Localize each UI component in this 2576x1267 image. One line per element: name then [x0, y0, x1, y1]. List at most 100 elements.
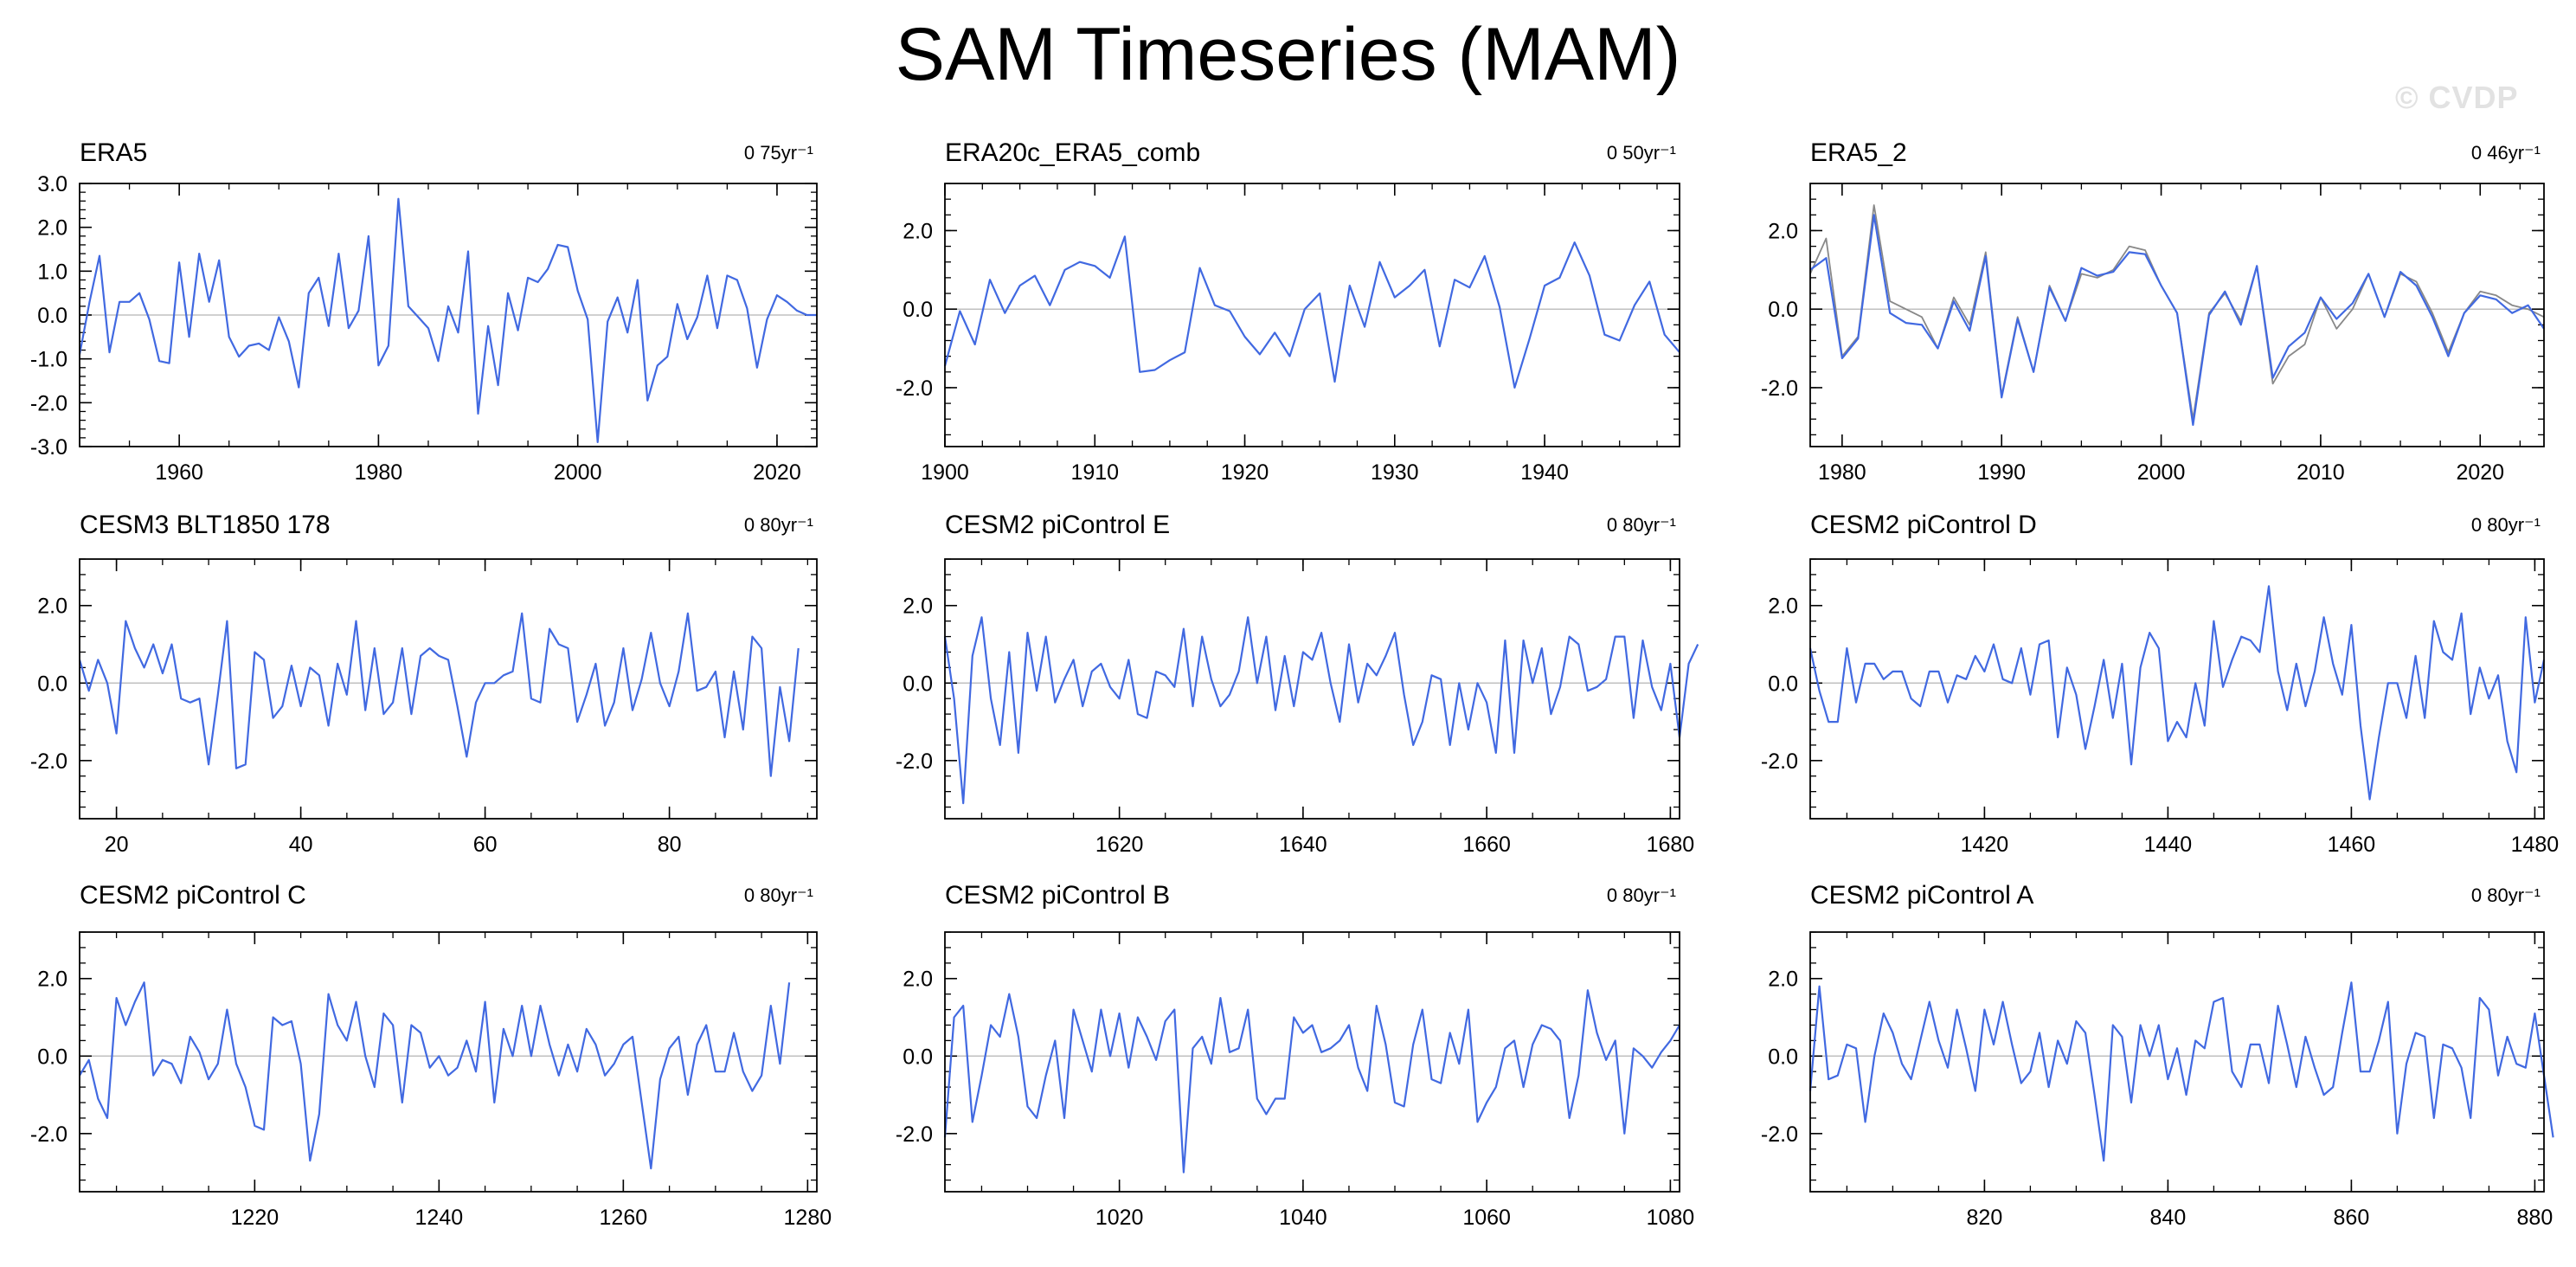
series-line-1: [1808, 585, 2546, 801]
cvdp-watermark: © CVDP: [2395, 80, 2519, 115]
panel-title: CESM2 piControl C: [80, 881, 306, 910]
series-line-1: [78, 197, 817, 443]
x-tick-label: 2010: [2297, 460, 2345, 485]
panel-3: 1980 1990 2000 2010 2020 -2.0 0.0 2.0 ERA5_2 0 46…: [1761, 138, 2545, 485]
y-tick-label: 2.0: [903, 968, 933, 992]
y-tick-label: 0.0: [37, 672, 67, 696]
plot-frame: [944, 931, 1680, 1193]
y-tick-label: 2.0: [37, 968, 67, 992]
y-tick-label: 2.0: [1768, 968, 1798, 992]
panel-4: 20 40 60 80 -2.0 0.0 2.0 CESM3 BLT1850 178 0 80y…: [30, 511, 818, 857]
x-tick-label: 1680: [1647, 833, 1695, 857]
trend-label: 0 80yr⁻¹: [1607, 514, 1676, 536]
x-tick-label: 2020: [2456, 460, 2504, 485]
x-tick-label: 1990: [1977, 460, 2026, 485]
plot-frame: [1809, 183, 2545, 447]
x-tick-label: 60: [473, 833, 498, 857]
y-tick-label: 3.0: [37, 172, 67, 196]
panel-5: 1620 1640 1660 1680 -2.0 0.0 2.0 CESM2 piContro…: [896, 511, 1699, 857]
trend-label: 0 80yr⁻¹: [2471, 884, 2541, 906]
x-tick-label: 2020: [753, 460, 801, 485]
panel-title: ERA5_2: [1810, 138, 1907, 167]
panel-title: CESM2 piControl A: [1810, 881, 2033, 910]
series-line-1: [79, 981, 791, 1170]
x-tick-label: 840: [2150, 1206, 2187, 1230]
panel-title: ERA5: [80, 138, 147, 167]
x-tick-label: 1940: [1520, 460, 1569, 485]
series-line-1: [943, 235, 1680, 389]
y-tick-label: 1.0: [37, 260, 67, 284]
panel-7: 1220 1240 1260 1280 -2.0 0.0 2.0 CESM2 piContro…: [30, 881, 832, 1230]
x-tick-label: 40: [289, 833, 313, 857]
plot-frame: [79, 931, 818, 1193]
y-tick-label: -2.0: [1761, 376, 1798, 401]
x-tick-label: 1060: [1462, 1206, 1511, 1230]
y-tick-label: 2.0: [903, 219, 933, 243]
y-tick-label: 0.0: [37, 304, 67, 328]
x-tick-label: 820: [1967, 1206, 2003, 1230]
panel-title: CESM2 piControl D: [1810, 511, 2037, 539]
y-tick-label: 0.0: [1768, 298, 1798, 322]
x-tick-label: 1900: [921, 460, 969, 485]
x-tick-label: 2000: [554, 460, 602, 485]
panel-title: CESM3 BLT1850 178: [80, 511, 331, 539]
panel-title: CESM2 piControl B: [945, 881, 1170, 910]
y-tick-label: -2.0: [896, 376, 933, 401]
plot-frame: [1809, 558, 2545, 820]
x-tick-label: 1930: [1371, 460, 1419, 485]
panel-1: 1960 1980 2000 2020 -3.0 -2.0 -1.0 0.0 1.0 2.0 3.0…: [30, 138, 818, 485]
panel-6: 1420 1440 1460 1480 -2.0 0.0 2.0 CESM2 piContro…: [1761, 511, 2559, 857]
y-tick-label: 2.0: [1768, 595, 1798, 619]
y-tick-label: 0.0: [903, 298, 933, 322]
trend-label: 0 80yr⁻¹: [2471, 514, 2541, 536]
x-tick-label: 2000: [2137, 460, 2186, 485]
series-line-1: [78, 612, 800, 777]
x-tick-label: 1980: [1818, 460, 1866, 485]
y-tick-label: 0.0: [1768, 1045, 1798, 1069]
y-tick-label: -2.0: [1761, 749, 1798, 774]
x-tick-label: 1420: [1961, 833, 2009, 857]
trend-label: 0 80yr⁻¹: [744, 884, 813, 906]
x-tick-label: 1960: [155, 460, 203, 485]
y-tick-label: 0.0: [903, 1045, 933, 1069]
x-tick-label: 1920: [1221, 460, 1269, 485]
x-tick-label: 1240: [415, 1206, 464, 1230]
x-tick-label: 1280: [784, 1206, 832, 1230]
series-line-1: [1808, 981, 2554, 1162]
x-tick-label: 1480: [2511, 833, 2560, 857]
x-tick-label: 1440: [2144, 833, 2193, 857]
plot-frame: [79, 183, 818, 447]
y-tick-label: 2.0: [903, 595, 933, 619]
y-tick-label: 2.0: [37, 595, 67, 619]
panel-title: CESM2 piControl E: [945, 511, 1170, 539]
y-tick-label: -2.0: [896, 1122, 933, 1147]
x-tick-label: 80: [658, 833, 682, 857]
y-tick-label: 2.0: [1768, 219, 1798, 243]
x-tick-label: 860: [2334, 1206, 2370, 1230]
x-tick-label: 1260: [600, 1206, 648, 1230]
x-tick-label: 1080: [1647, 1206, 1695, 1230]
x-tick-label: 1640: [1279, 833, 1327, 857]
x-tick-label: 1220: [231, 1206, 279, 1230]
y-tick-label: -2.0: [30, 391, 67, 415]
x-tick-label: 1040: [1279, 1206, 1327, 1230]
figure-title: SAM Timeseries (MAM): [895, 13, 1681, 96]
plot-frame: [79, 558, 818, 820]
series-line-1: [943, 989, 1680, 1174]
series-line-1: [943, 616, 1699, 805]
trend-label: 0 80yr⁻¹: [744, 514, 813, 536]
x-tick-label: 20: [105, 833, 129, 857]
panel-title: ERA20c_ERA5_comb: [945, 138, 1200, 167]
trend-label: 0 46yr⁻¹: [2471, 142, 2541, 164]
series-line-2: [1809, 214, 2545, 427]
y-tick-label: -3.0: [30, 435, 67, 460]
x-tick-label: 1020: [1095, 1206, 1144, 1230]
x-tick-label: 1980: [355, 460, 403, 485]
y-tick-label: -2.0: [30, 749, 67, 774]
panel-8: 1020 1040 1060 1080 -2.0 0.0 2.0 CESM2 piContro…: [896, 881, 1694, 1230]
y-tick-label: 2.0: [37, 216, 67, 241]
x-tick-label: 1660: [1462, 833, 1511, 857]
y-tick-label: 0.0: [1768, 672, 1798, 696]
